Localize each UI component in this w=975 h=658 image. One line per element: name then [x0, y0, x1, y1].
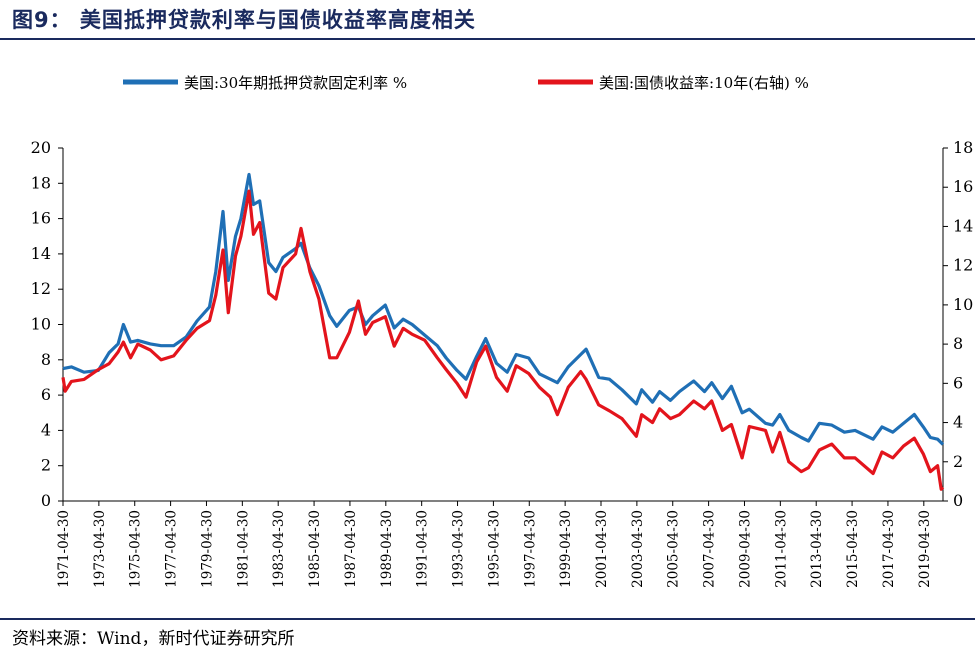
- x-tick-label: 1979-04-30: [199, 510, 215, 588]
- right-tick-label: 14: [953, 216, 973, 235]
- chart: 美国:30年期抵押贷款固定利率 % 美国:国债收益率:10年(右轴) % 0 2 4 6…: [31, 74, 974, 588]
- x-tick-label: 1991-04-30: [415, 510, 431, 588]
- left-tick-label: 16: [31, 209, 51, 228]
- right-tick-label: 4: [953, 413, 963, 432]
- x-tick-label: 1995-04-30: [486, 510, 502, 588]
- x-tick-label: 1983-04-30: [271, 510, 287, 588]
- x-tick-label: 1987-04-30: [343, 510, 359, 588]
- left-tick-label: 0: [41, 491, 51, 510]
- x-tick-label: 1985-04-30: [307, 510, 323, 588]
- x-tick-label: 1971-04-30: [56, 510, 72, 588]
- x-tick-label: 1981-04-30: [235, 510, 251, 588]
- left-tick-label: 2: [41, 456, 51, 475]
- x-tick-label: 2003-04-30: [630, 510, 646, 588]
- x-tick-label: 1975-04-30: [128, 510, 144, 588]
- x-tick-label: 2017-04-30: [881, 510, 897, 588]
- left-tick-label: 4: [41, 420, 51, 439]
- left-tick-label: 12: [31, 279, 51, 298]
- source-note: 资料来源：Wind，新时代证券研究所: [12, 629, 295, 649]
- x-tick-label: 1999-04-30: [558, 510, 574, 588]
- left-tick-label: 10: [31, 315, 51, 334]
- x-tick-label: 1997-04-30: [522, 510, 538, 588]
- right-tick-label: 0: [953, 491, 963, 510]
- right-tick-label: 16: [953, 177, 973, 196]
- legend-label-mortgage: 美国:30年期抵押贷款固定利率 %: [184, 74, 407, 92]
- x-tick-label: 1989-04-30: [379, 510, 395, 588]
- right-tick-label: 8: [953, 334, 963, 353]
- left-tick-label: 18: [31, 173, 51, 192]
- treasury-yield-line: [61, 189, 945, 491]
- x-tick-label: 2013-04-30: [809, 510, 825, 588]
- right-tick-label: 18: [953, 138, 973, 157]
- x-tick-label: 1973-04-30: [92, 510, 108, 588]
- title-rule: [0, 38, 975, 40]
- source-rule: [0, 618, 975, 620]
- right-tick-label: 12: [953, 256, 973, 275]
- x-tick-label: 1993-04-30: [451, 510, 467, 588]
- figure-title: 图9： 美国抵押贷款利率与国债收益率高度相关: [12, 8, 476, 32]
- left-tick-label: 6: [41, 385, 51, 404]
- left-tick-label: 14: [31, 244, 51, 263]
- x-tick-label: 2001-04-30: [594, 510, 610, 588]
- x-tick-label: 1977-04-30: [164, 510, 180, 588]
- series-layer: [61, 172, 945, 491]
- x-tick-label: 2019-04-30: [917, 510, 933, 588]
- x-tick-label: 2005-04-30: [666, 510, 682, 588]
- x-tick-label: 2015-04-30: [845, 510, 861, 588]
- legend-label-treasury: 美国:国债收益率:10年(右轴) %: [599, 74, 809, 92]
- right-tick-label: 6: [953, 373, 963, 392]
- right-tick-label: 10: [953, 295, 973, 314]
- left-tick-label: 8: [41, 350, 51, 369]
- legend: 美国:30年期抵押贷款固定利率 % 美国:国债收益率:10年(右轴) %: [123, 74, 809, 92]
- mortgage-rate-line: [62, 172, 945, 446]
- left-tick-label: 20: [31, 138, 51, 157]
- x-tick-label: 2009-04-30: [737, 510, 753, 588]
- axes: 0 2 4 6 8 10 12 14 16 18 20 0 2 4 6 8 10 12 14 16 18 1971-04-…: [31, 138, 974, 588]
- right-tick-label: 2: [953, 452, 963, 471]
- x-tick-label: 2011-04-30: [773, 510, 789, 588]
- x-tick-label: 2007-04-30: [702, 510, 718, 588]
